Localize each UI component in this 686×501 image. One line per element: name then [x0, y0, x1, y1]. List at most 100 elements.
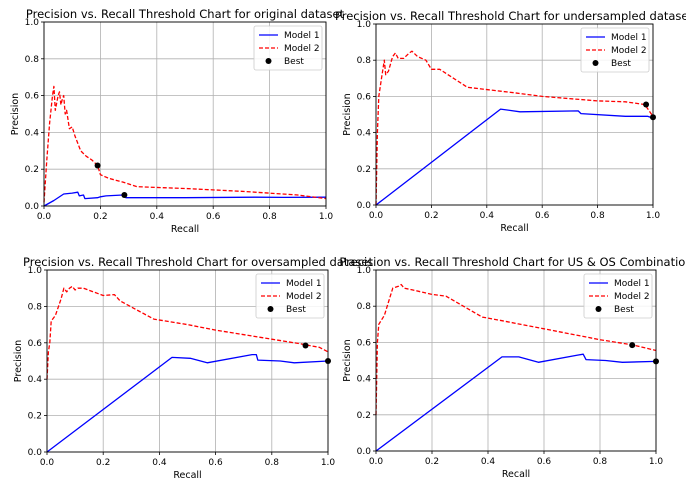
- chart-1-xtick-label: 0.2: [424, 211, 438, 221]
- chart-0-ytick-label: 0.2: [25, 165, 39, 175]
- chart-2-legend-label: Best: [286, 305, 306, 315]
- chart-3-xtick-label: 0.6: [537, 457, 552, 467]
- chart-3-legend-swatch: [595, 306, 602, 312]
- chart-2-xtick-label: 0.4: [152, 458, 167, 468]
- chart-0-ylabel: Precision: [10, 93, 21, 135]
- chart-3-legend-label: Model 2: [614, 292, 650, 302]
- chart-3-ylabel: Precision: [342, 339, 353, 381]
- chart-3-ytick-label: 1.0: [357, 266, 372, 276]
- chart-0-frame: [43, 21, 327, 207]
- chart-0-xtick-label: 0.4: [150, 212, 165, 222]
- chart-3-legend-label: Model 1: [614, 279, 650, 289]
- chart-2-frame: [46, 269, 329, 453]
- chart-1-series-model-1: [375, 108, 654, 206]
- chart-2-ytick-label: 0.0: [28, 448, 43, 458]
- chart-2-ytick-label: 1.0: [28, 266, 43, 276]
- chart-2-title: Precision vs. Recall Threshold Chart for…: [23, 255, 373, 269]
- chart-0-ytick-label: 0.0: [25, 202, 40, 212]
- chart-1-legend-label: Best: [611, 59, 631, 69]
- chart-3-ytick-label: 0.4: [357, 375, 372, 385]
- chart-0-xlabel: Recall: [171, 224, 199, 235]
- chart-2-legend-swatch: [267, 306, 274, 312]
- chart-3-frame: [375, 269, 657, 452]
- chart-2-xtick-label: 0.2: [96, 458, 110, 468]
- chart-0-legend-swatch: [265, 58, 272, 64]
- chart-3-series-model-1: [375, 353, 657, 452]
- chart-0-best-point: [121, 191, 128, 198]
- chart-2-series-model-1: [46, 353, 329, 453]
- chart-1-xlabel: Recall: [500, 223, 528, 234]
- chart-0-legend-label: Model 1: [284, 31, 320, 41]
- chart-1-ytick-label: 1.0: [357, 20, 372, 30]
- chart-1-xtick-label: 1.0: [646, 211, 661, 221]
- chart-0-xtick-label: 0.6: [206, 212, 221, 222]
- chart-3-xtick-label: 0.8: [593, 457, 608, 467]
- chart-2-xtick-label: 0.0: [40, 458, 55, 468]
- chart-3-xtick-label: 0.0: [369, 457, 384, 467]
- chart-0-title: Precision vs. Recall Threshold Chart for…: [26, 7, 345, 21]
- chart-2-ytick-label: 0.8: [28, 302, 43, 312]
- chart-1-legend: [580, 27, 650, 73]
- chart-2-ylabel: Precision: [13, 340, 24, 382]
- chart-2-ytick-label: 0.6: [28, 339, 43, 349]
- chart-0-ytick-label: 0.6: [25, 92, 40, 102]
- chart-panel-us-os-combination: Precision vs. Recall Threshold Chart for…: [339, 255, 686, 480]
- chart-1-legend-label: Model 1: [611, 33, 647, 43]
- chart-1-title: Precision vs. Recall Threshold Chart for…: [335, 9, 686, 23]
- chart-0-best-point: [94, 162, 101, 169]
- chart-1-frame: [375, 23, 654, 206]
- chart-3-xtick-label: 0.4: [481, 457, 496, 467]
- chart-3-legend-label: Best: [614, 305, 634, 315]
- chart-1-best-point: [643, 101, 650, 108]
- chart-0-legend: [253, 25, 323, 71]
- chart-0-series-model-1: [43, 191, 327, 207]
- chart-1-xtick-label: 0.8: [590, 211, 605, 221]
- chart-3-xlabel: Recall: [502, 469, 530, 480]
- chart-panel-original: Precision vs. Recall Threshold Chart for…: [10, 7, 345, 235]
- chart-2-xtick-label: 0.8: [265, 458, 280, 468]
- chart-panel-oversampled: Precision vs. Recall Threshold Chart for…: [13, 255, 373, 481]
- chart-2-legend-label: Model 1: [286, 279, 322, 289]
- chart-3-ytick-label: 0.8: [357, 302, 372, 312]
- chart-3-best-point: [629, 342, 636, 349]
- chart-3-legend: [583, 273, 653, 319]
- chart-panel-undersampled: Precision vs. Recall Threshold Chart for…: [335, 9, 686, 234]
- chart-0-xtick-label: 0.8: [262, 212, 277, 222]
- chart-0-legend-label: Best: [284, 57, 304, 67]
- chart-2-legend-label: Model 2: [286, 292, 322, 302]
- chart-0-series-model-2: [43, 85, 327, 203]
- chart-2-xlabel: Recall: [173, 470, 201, 481]
- chart-1-ytick-label: 0.4: [357, 129, 372, 139]
- chart-2-xtick-label: 0.6: [208, 458, 223, 468]
- chart-1-series-model-2: [375, 50, 654, 206]
- chart-1-ytick-label: 0.8: [357, 56, 372, 66]
- chart-1-ytick-label: 0.2: [357, 165, 371, 175]
- chart-3-title: Precision vs. Recall Threshold Chart for…: [339, 255, 686, 269]
- chart-3-ytick-label: 0.0: [357, 447, 372, 457]
- chart-1-xtick-label: 0.0: [369, 211, 384, 221]
- chart-2-best-point: [302, 342, 309, 349]
- chart-3-ytick-label: 0.6: [357, 338, 372, 348]
- chart-1-ylabel: Precision: [342, 93, 353, 135]
- chart-1-xtick-label: 0.6: [535, 211, 550, 221]
- chart-1-ytick-label: 0.6: [357, 92, 372, 102]
- chart-2-series-model-2: [46, 285, 329, 380]
- chart-2-legend: [255, 273, 325, 319]
- chart-0-ytick-label: 1.0: [25, 18, 40, 28]
- chart-2-ytick-label: 0.2: [28, 412, 42, 422]
- chart-1-ytick-label: 0.0: [357, 201, 372, 211]
- chart-1-xtick-label: 0.4: [480, 211, 495, 221]
- chart-0-xtick-label: 1.0: [319, 212, 334, 222]
- chart-2-ytick-label: 0.4: [28, 375, 43, 385]
- chart-2-xtick-label: 1.0: [321, 458, 336, 468]
- chart-1-legend-label: Model 2: [611, 46, 647, 56]
- chart-0-xtick-label: 0.2: [93, 212, 107, 222]
- chart-0-xtick-label: 0.0: [37, 212, 52, 222]
- chart-0-legend-label: Model 2: [284, 44, 320, 54]
- chart-3-xtick-label: 1.0: [649, 457, 664, 467]
- chart-3-series-model-2: [375, 283, 657, 415]
- chart-3-xtick-label: 0.2: [425, 457, 439, 467]
- chart-0-ytick-label: 0.4: [25, 128, 40, 138]
- chart-3-ytick-label: 0.2: [357, 411, 371, 421]
